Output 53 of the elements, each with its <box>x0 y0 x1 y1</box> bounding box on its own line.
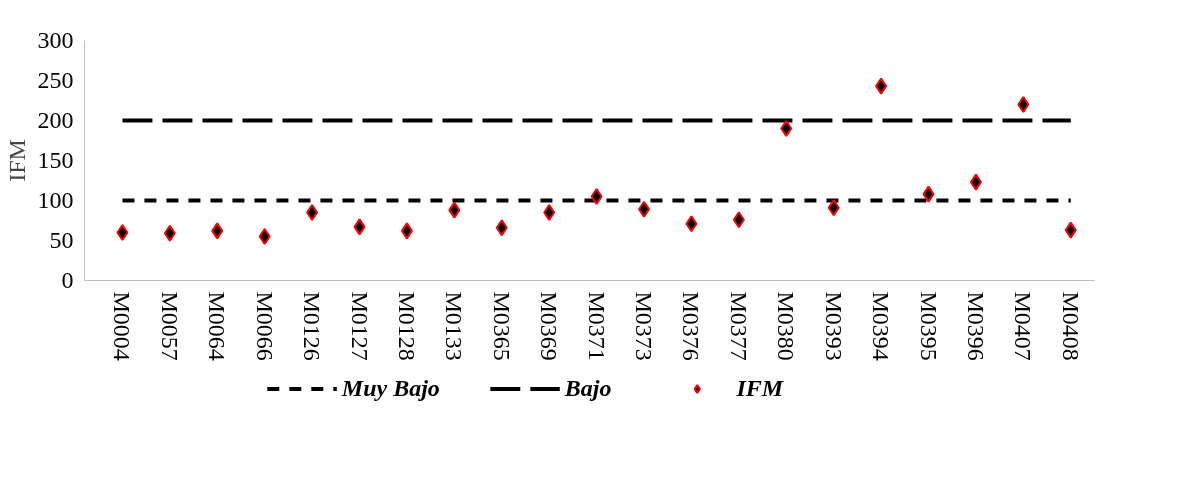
point <box>306 204 319 221</box>
x-tick-label: M0057 <box>156 291 183 361</box>
point <box>400 222 413 240</box>
y-axis-title: IFM <box>3 139 30 182</box>
y-tick-label: 200 <box>37 107 74 133</box>
point <box>638 200 651 218</box>
point <box>969 173 982 191</box>
x-tick-label: M0393 <box>820 291 847 361</box>
x-tick-label: M0064 <box>204 291 231 361</box>
x-tick-label: M0376 <box>678 291 705 361</box>
y-tick-label: 50 <box>49 227 74 253</box>
point <box>732 211 745 229</box>
point <box>353 218 366 236</box>
x-tick-label: M0004 <box>109 291 136 361</box>
point <box>163 224 176 242</box>
x-tick-label: M0380 <box>773 291 800 361</box>
point <box>827 199 840 217</box>
x-tick-label: M0396 <box>962 291 989 361</box>
x-tick-label: M0127 <box>346 291 373 361</box>
x-tick-label: M0408 <box>1057 291 1084 361</box>
x-tick-label: M0066 <box>251 291 278 361</box>
x-tick-label: M0369 <box>536 291 563 361</box>
point <box>258 228 271 245</box>
x-tick-label: M0377 <box>725 291 752 361</box>
point <box>448 201 461 219</box>
point <box>1064 221 1077 239</box>
y-tick-label: 100 <box>37 187 74 213</box>
legend-label: Muy Bajo <box>341 374 440 402</box>
point <box>780 120 793 137</box>
x-tick-label: M0373 <box>631 291 658 361</box>
point <box>116 224 129 241</box>
x-tick-label: M0371 <box>583 291 610 361</box>
point <box>211 222 224 240</box>
point <box>1017 96 1030 113</box>
x-tick-label: M0128 <box>393 291 420 361</box>
point <box>685 215 698 233</box>
point <box>543 204 556 221</box>
x-tick-label: M0365 <box>488 291 515 361</box>
x-tick-label: M0407 <box>1010 291 1037 361</box>
x-tick-label: M0126 <box>299 291 326 361</box>
x-tick-label: M0395 <box>915 291 942 361</box>
point <box>922 185 935 203</box>
legend-label: IFM <box>736 374 784 402</box>
y-tick-label: 0 <box>61 267 74 293</box>
point <box>590 188 603 205</box>
point <box>495 219 508 237</box>
y-tick-label: 250 <box>37 67 74 93</box>
legend-label: Bajo <box>564 374 612 402</box>
x-tick-label: M0133 <box>441 291 468 361</box>
point <box>875 77 888 95</box>
y-tick-label: 300 <box>37 27 74 53</box>
y-tick-label: 150 <box>37 147 74 173</box>
x-tick-label: M0394 <box>868 291 895 361</box>
